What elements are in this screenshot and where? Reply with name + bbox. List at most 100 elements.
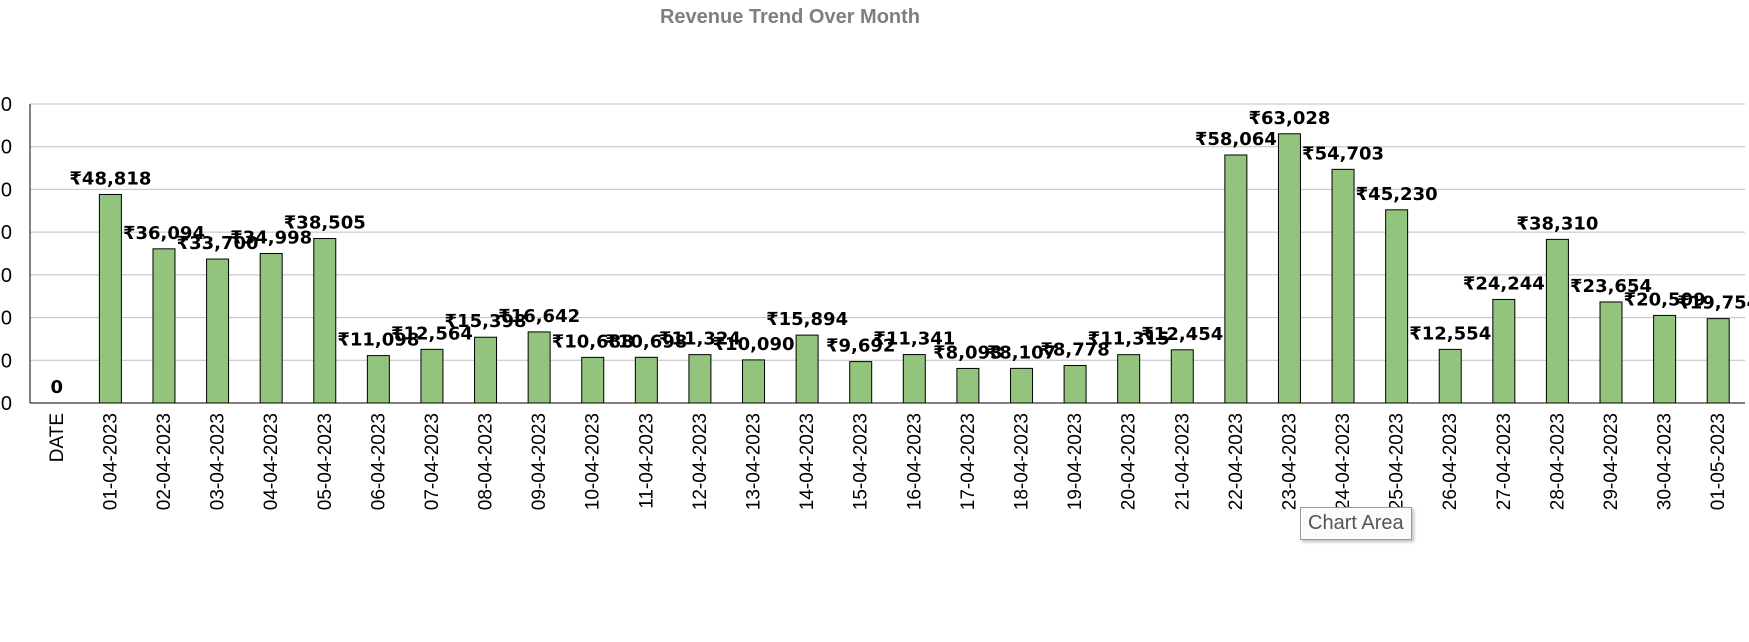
- x-tick-label: 22-04-2023: [1226, 413, 1247, 510]
- x-tick-label: 10-04-2023: [583, 413, 604, 510]
- x-tick-label: 20-04-2023: [1119, 413, 1140, 510]
- data-label: ₹11,324: [659, 329, 741, 350]
- x-tick-label: 18-04-2023: [1011, 413, 1032, 510]
- data-label: ₹15,894: [766, 309, 848, 330]
- bar[interactable]: [742, 359, 766, 404]
- x-tick-label: 13-04-2023: [744, 413, 765, 510]
- y-tick-label: 0: [1, 94, 12, 116]
- data-labels: 0 ₹48,818 ₹36,094₹33,700₹34,998₹38,505 ₹11,…: [51, 108, 1749, 398]
- bar[interactable]: [206, 258, 230, 404]
- x-tick-label: 01-04-2023: [100, 413, 121, 510]
- data-label: ₹16,642: [498, 306, 580, 327]
- x-tick-label: 24-04-2023: [1333, 413, 1354, 510]
- data-label: ₹15,398: [445, 311, 527, 332]
- bar[interactable]: [581, 356, 605, 404]
- bar[interactable]: [1277, 133, 1301, 404]
- data-label: ₹12,454: [1141, 324, 1223, 345]
- bar[interactable]: [1653, 314, 1677, 404]
- data-label: ₹19,754: [1677, 293, 1749, 314]
- bar[interactable]: [527, 331, 551, 404]
- data-label: ₹34,998: [230, 228, 312, 249]
- bar[interactable]: [849, 361, 873, 404]
- data-label: ₹58,064: [1195, 129, 1277, 150]
- bar[interactable]: [1438, 348, 1462, 404]
- x-tick-label: 26-04-2023: [1440, 413, 1461, 510]
- y-tick-label: 0: [1, 393, 12, 415]
- bar[interactable]: [474, 336, 498, 404]
- x-tick-label: 03-04-2023: [208, 413, 229, 510]
- bar[interactable]: [1545, 238, 1569, 404]
- data-label: ₹10,090: [713, 334, 795, 355]
- bar[interactable]: [795, 334, 819, 404]
- data-label: ₹36,094: [123, 223, 205, 244]
- x-tick-label: 17-04-2023: [958, 413, 979, 510]
- data-label: ₹9,692: [826, 336, 895, 357]
- data-label: ₹10,688: [552, 331, 634, 352]
- x-tick-label: 05-04-2023: [315, 413, 336, 510]
- data-label: ₹38,505: [284, 213, 366, 234]
- bar[interactable]: [1063, 365, 1087, 404]
- data-label: ₹8,778: [1040, 340, 1109, 361]
- bar[interactable]: [1706, 318, 1730, 404]
- x-tick-label: 14-04-2023: [797, 413, 818, 510]
- x-tick-label: 06-04-2023: [368, 413, 389, 510]
- bar[interactable]: [902, 354, 926, 404]
- x-tick-label: 04-04-2023: [261, 413, 282, 510]
- data-label: ₹23,654: [1570, 276, 1652, 297]
- data-label: ₹8,107: [987, 342, 1056, 363]
- data-label: ₹20,509: [1624, 289, 1706, 310]
- bar[interactable]: [1009, 367, 1033, 404]
- bar[interactable]: [1492, 298, 1516, 404]
- data-label: ₹11,341: [873, 329, 955, 350]
- bar[interactable]: [366, 355, 390, 404]
- data-label: ₹11,315: [1088, 329, 1170, 350]
- bar[interactable]: [634, 356, 658, 404]
- bars: [98, 133, 1730, 404]
- data-label: ₹10,698: [605, 331, 687, 352]
- data-label: ₹12,554: [1409, 323, 1491, 344]
- data-label: ₹38,310: [1516, 213, 1598, 234]
- x-tick-label: 30-04-2023: [1655, 413, 1676, 510]
- y-axis-ticks: 0 0 0 0 0 0 0 0: [1, 94, 12, 415]
- x-tick-label: 29-04-2023: [1601, 413, 1622, 510]
- x-tick-label: 11-04-2023: [636, 413, 657, 509]
- bar[interactable]: [420, 348, 444, 404]
- x-tick-label: 27-04-2023: [1494, 413, 1515, 510]
- data-label: ₹12,564: [391, 323, 473, 344]
- x-tick-label: 21-04-2023: [1172, 413, 1193, 510]
- data-label: ₹24,244: [1463, 273, 1545, 294]
- bar[interactable]: [1224, 154, 1248, 404]
- bar[interactable]: [98, 193, 122, 404]
- bar[interactable]: [1331, 168, 1355, 404]
- x-tick-label: 08-04-2023: [476, 413, 497, 510]
- y-tick-label: 0: [1, 308, 12, 330]
- data-label: ₹33,700: [177, 233, 259, 254]
- x-tick-label: 25-04-2023: [1387, 413, 1408, 510]
- x-tick-label: 09-04-2023: [529, 413, 550, 510]
- bar[interactable]: [956, 367, 980, 404]
- bar[interactable]: [152, 248, 176, 404]
- bar[interactable]: [313, 238, 337, 404]
- y-tick-label: 0: [1, 137, 12, 159]
- bar[interactable]: [1117, 354, 1141, 404]
- x-tick-label: DATE: [47, 413, 68, 462]
- data-label: ₹45,230: [1356, 184, 1438, 205]
- y-tick-label: 0: [1, 222, 12, 244]
- data-label: ₹8,093: [933, 342, 1002, 363]
- x-tick-label: 12-04-2023: [690, 413, 711, 510]
- bar[interactable]: [1599, 301, 1623, 404]
- chart-area-tooltip: Chart Area: [1300, 507, 1412, 540]
- data-label: ₹63,028: [1248, 108, 1330, 129]
- bar[interactable]: [1170, 349, 1194, 404]
- bar[interactable]: [259, 253, 283, 404]
- y-tick-label: 0: [1, 179, 12, 201]
- x-tick-label: 02-04-2023: [154, 413, 175, 510]
- data-label: 0: [51, 377, 64, 398]
- x-tick-label: 19-04-2023: [1065, 413, 1086, 510]
- x-tick-label: 07-04-2023: [422, 413, 443, 510]
- y-tick-label: 0: [1, 350, 12, 372]
- bar[interactable]: [1385, 209, 1409, 404]
- bar[interactable]: [688, 354, 712, 404]
